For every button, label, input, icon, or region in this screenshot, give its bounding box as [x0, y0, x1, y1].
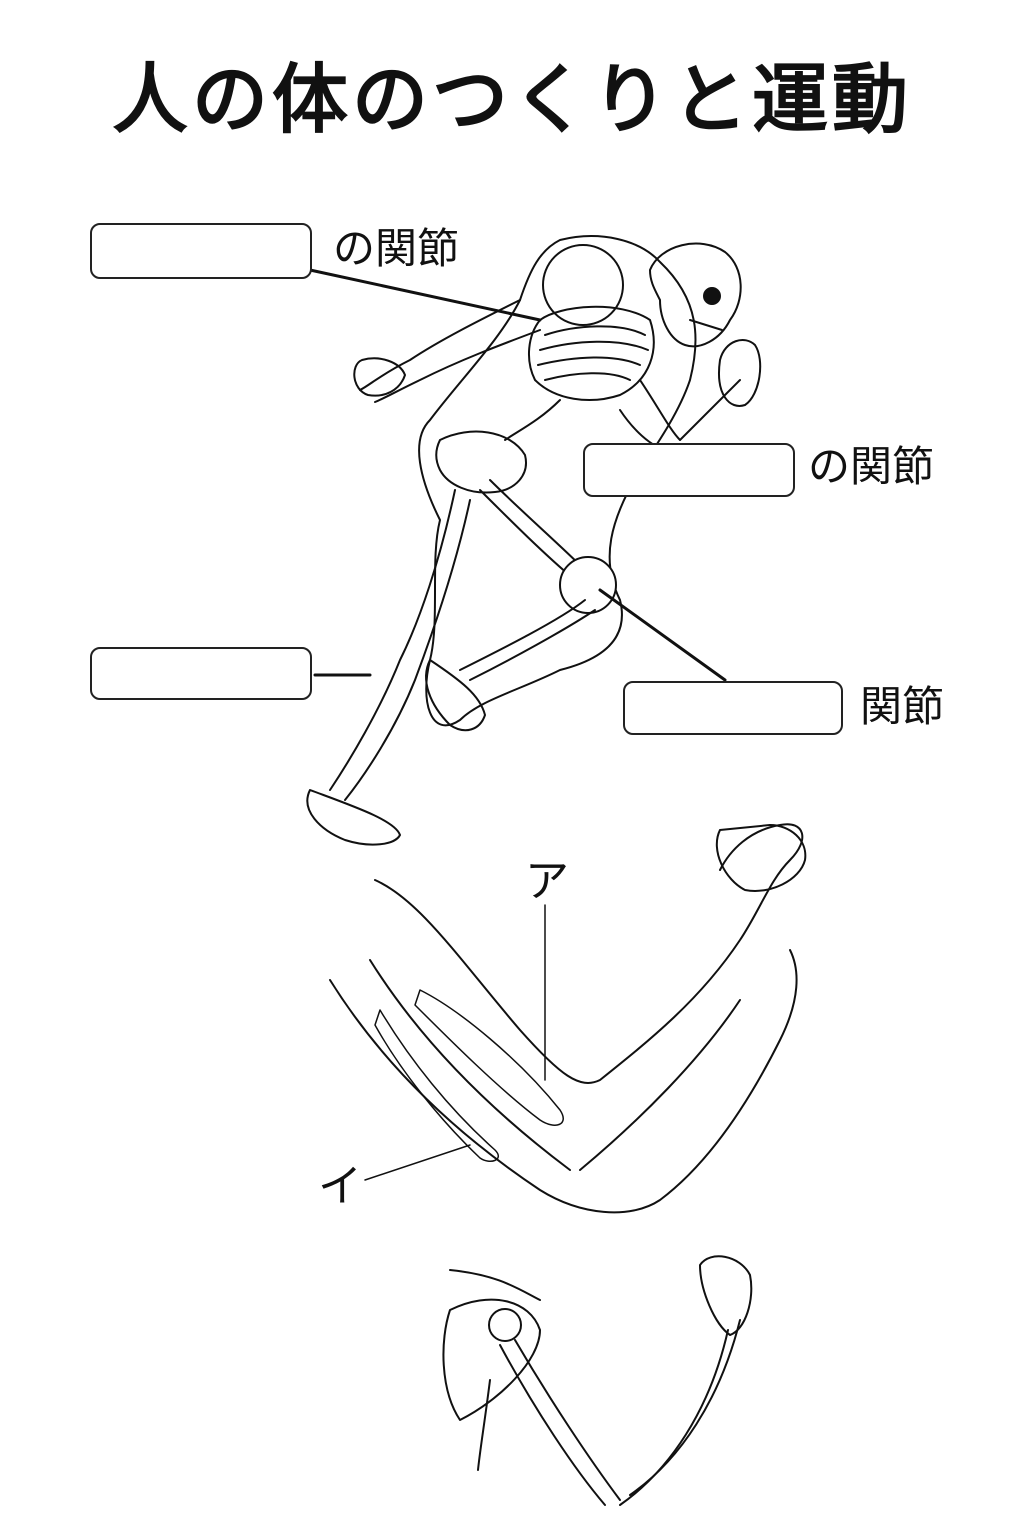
humerus: [370, 960, 570, 1170]
muscle-i-label: イ: [318, 1161, 362, 1212]
knee-leader-line: [600, 590, 725, 680]
right-hand: [719, 340, 760, 406]
elbow-suffix: の関節: [808, 442, 935, 491]
knee-suffix: 関節: [860, 682, 945, 731]
torso-line: [450, 1270, 540, 1300]
knee-answer-box[interactable]: [623, 681, 843, 735]
forearm-bone: [580, 1000, 740, 1170]
shoulder-leader-line: [310, 270, 540, 320]
rear-foot: [426, 660, 485, 730]
skull: [650, 244, 741, 347]
spine: [505, 400, 560, 440]
biceps: [415, 990, 563, 1125]
left-hand: [354, 358, 405, 395]
scapula: [443, 1300, 540, 1420]
back-leg: [330, 490, 455, 790]
pelvis: [436, 432, 526, 493]
shoulder-joint-marker: [543, 245, 623, 325]
shoulder-head: [489, 1309, 521, 1341]
fist: [717, 825, 806, 891]
elbow-answer-box[interactable]: [583, 443, 795, 497]
lower-humerus: [515, 1340, 620, 1500]
left-arm-outline: [360, 300, 520, 390]
muscle-i-leader: [365, 1145, 470, 1180]
shoulder-suffix: の関節: [333, 224, 460, 273]
ribcage: [529, 307, 654, 400]
knee-joint-marker: [560, 557, 616, 613]
tibia: [460, 600, 585, 670]
triceps: [375, 1010, 498, 1161]
lower-hand: [700, 1256, 751, 1335]
right-arm-outline: [640, 380, 740, 440]
shoulder-answer-box[interactable]: [90, 223, 312, 279]
muscle-a-label: ア: [525, 856, 569, 907]
body-outline: [419, 236, 695, 725]
page-title: 人の体のつくりと運動: [112, 55, 912, 144]
muscle-arm-outline: [375, 824, 802, 1083]
front-foot: [307, 790, 400, 845]
bone-answer-box[interactable]: [90, 647, 312, 700]
femur: [490, 480, 585, 570]
